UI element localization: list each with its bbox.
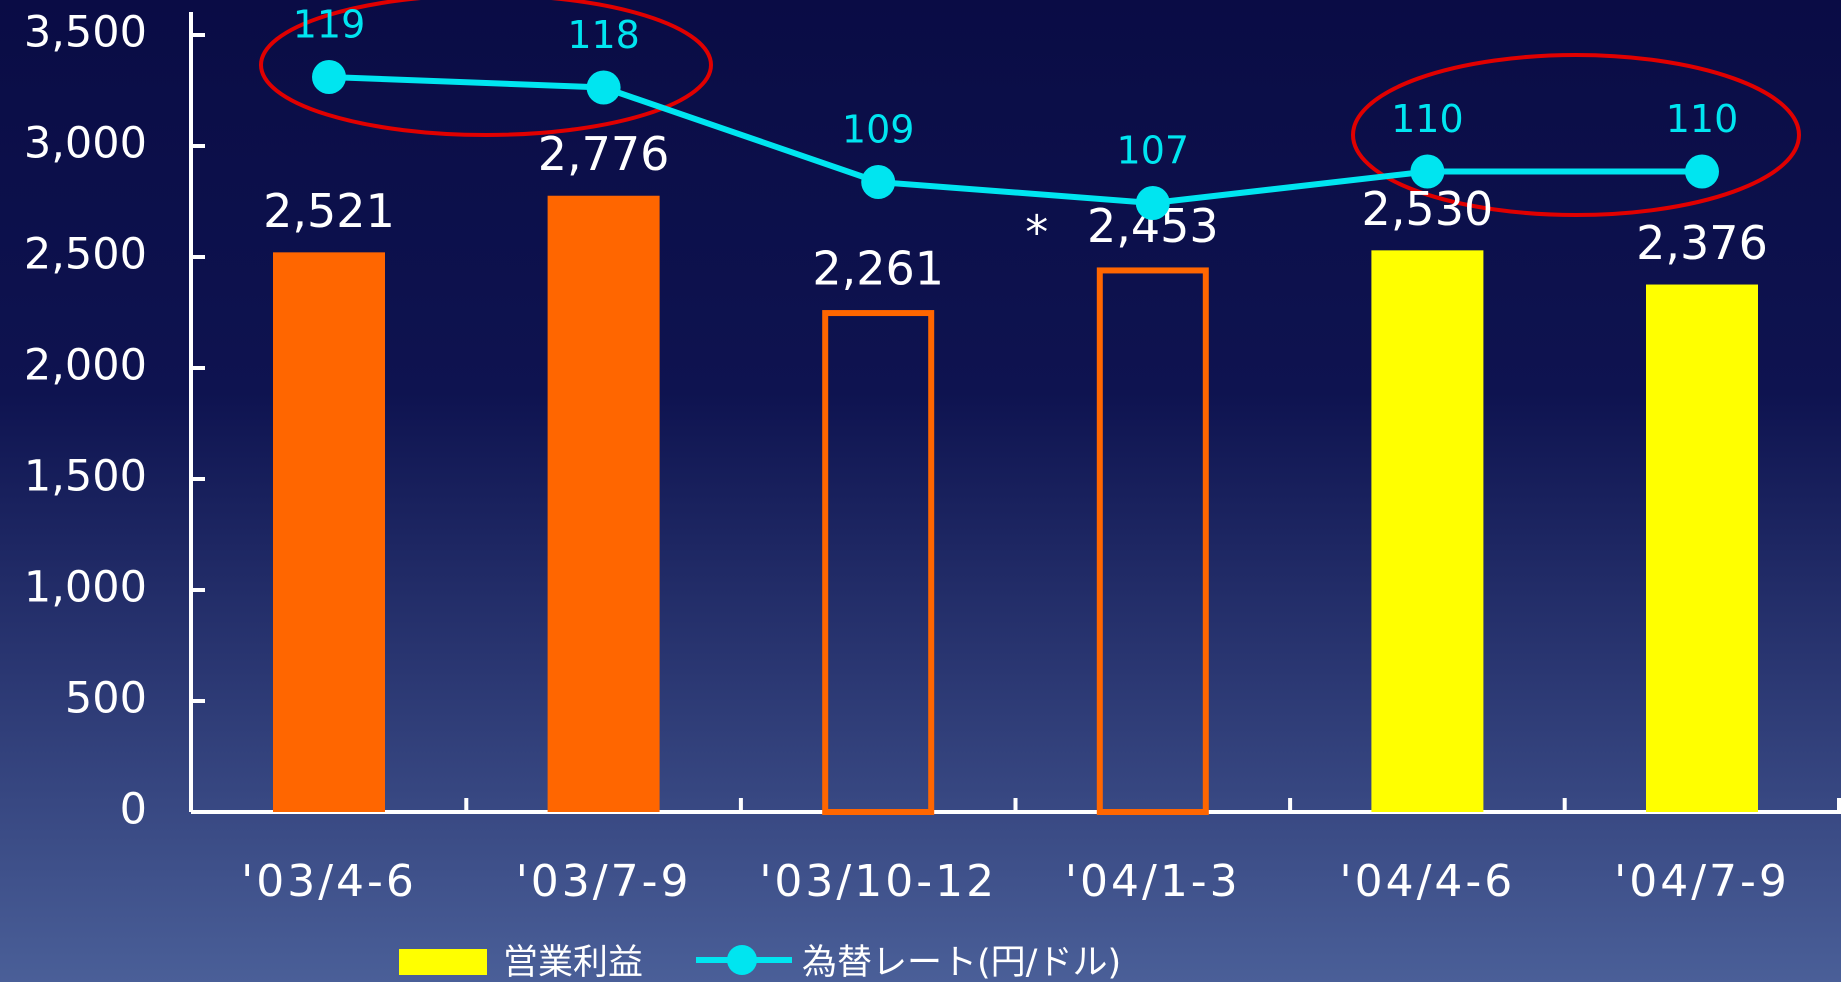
bar (547, 195, 660, 812)
legend-label: 為替レート(円/ドル) (802, 943, 1121, 982)
x-tick-label: '03/7-9 (516, 856, 692, 907)
rate-label: 109 (842, 108, 915, 152)
bar (1371, 250, 1484, 813)
x-tick-label: '04/4-6 (1340, 856, 1516, 907)
rate-marker (1410, 154, 1445, 189)
y-tick-label: 1,000 (24, 563, 147, 613)
rate-marker (1685, 154, 1719, 189)
bar (1096, 267, 1209, 815)
highlight-ellipse (259, 0, 713, 137)
x-tick-label: '03/4-6 (241, 856, 417, 907)
rate-label: 119 (293, 3, 366, 47)
bar (822, 310, 935, 815)
y-tick-label: 3,000 (24, 119, 147, 169)
bar-value-label: 2,530 (1362, 182, 1494, 236)
legend-swatch (399, 949, 487, 975)
rate-label: 110 (1666, 97, 1739, 141)
rate-marker (586, 70, 621, 105)
bar-value-label: 2,521 (263, 184, 395, 238)
x-tick-label: '04/7-9 (1614, 856, 1790, 907)
bar-value-label: 2,776 (538, 127, 670, 181)
legend-label: 営業利益 (503, 943, 643, 982)
x-tick-label: '04/1-3 (1065, 856, 1241, 907)
bar (1646, 284, 1758, 812)
y-tick-label: 2,000 (24, 341, 147, 391)
highlight-ellipse (1351, 53, 1801, 217)
y-tick-label: 0 (120, 785, 147, 835)
bar-value-label: 2,261 (812, 242, 944, 296)
y-tick-label: 1,500 (24, 452, 147, 502)
rate-marker (1135, 186, 1170, 220)
bar-value-label: 2,376 (1636, 216, 1768, 270)
rate-line (328, 74, 1702, 207)
legend-marker (727, 945, 757, 975)
y-tick-label: 2,500 (24, 230, 147, 280)
bar (273, 252, 385, 812)
y-tick-label: 500 (65, 674, 147, 724)
y-tick-label: 3,500 (24, 8, 147, 58)
rate-label: 118 (567, 13, 640, 57)
x-tick-label: '03/10-12 (759, 856, 997, 907)
rate-marker (861, 165, 896, 199)
rate-label: 110 (1391, 97, 1464, 141)
annotation: * (1025, 206, 1048, 260)
rate-label: 107 (1117, 129, 1190, 173)
rate-marker (312, 60, 346, 94)
